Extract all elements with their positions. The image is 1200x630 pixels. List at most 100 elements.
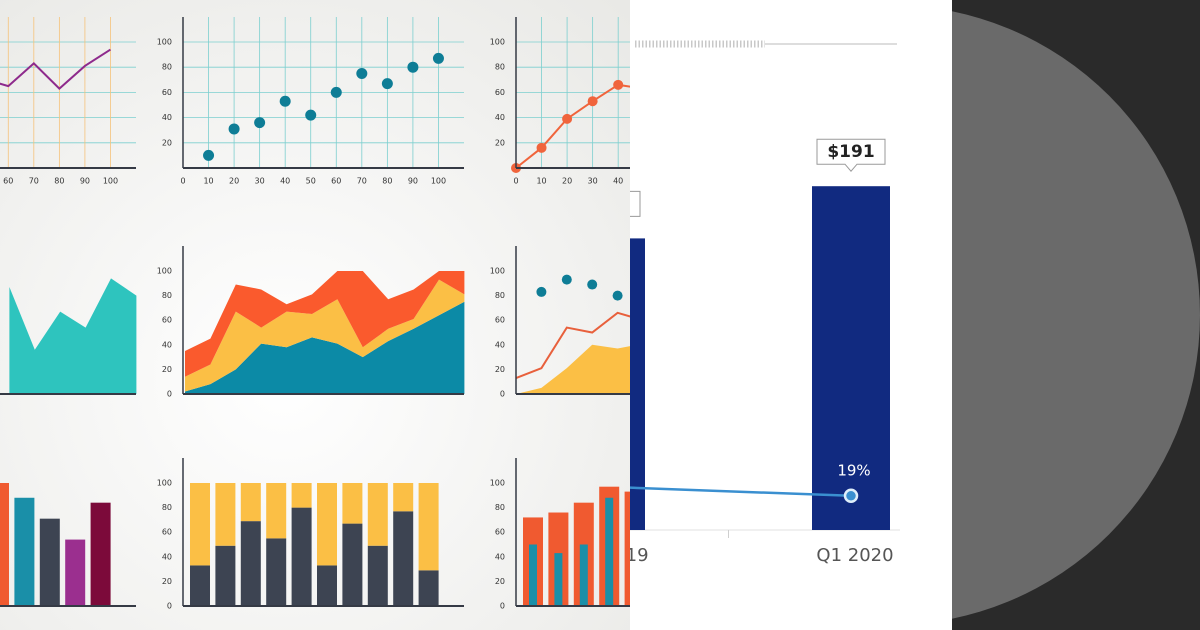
bar (190, 483, 210, 566)
point (561, 274, 572, 285)
x-tick-label: 80 (54, 177, 64, 186)
point (587, 96, 598, 107)
x-tick-label: 60 (331, 177, 341, 186)
y-tick-label: 60 (495, 528, 505, 537)
value-label: 19% (837, 461, 870, 479)
chart-panel (0, 483, 136, 607)
bar (266, 483, 287, 539)
x-tick-label: 90 (408, 177, 418, 186)
y-tick-label: 80 (495, 63, 505, 72)
bar-line-chart: Q4 2019 Q1 2020 $191 19% (630, 0, 952, 630)
x-tick-label: 100 (431, 177, 446, 186)
x-tick-label: 30 (255, 177, 265, 186)
y-tick-label: 20 (162, 365, 172, 374)
y-tick-label: 40 (162, 113, 172, 122)
bar (393, 511, 414, 606)
y-tick-label: 0 (500, 602, 505, 611)
point (843, 488, 859, 504)
y-tick-label: 80 (495, 503, 505, 512)
bar (266, 538, 287, 606)
y-tick-label: 100 (157, 479, 172, 488)
x-tick-label: 100 (103, 177, 118, 186)
bar (418, 483, 439, 571)
point (228, 123, 240, 135)
bar (579, 544, 588, 606)
y-tick-label: 100 (490, 479, 505, 488)
x-tick-label: 20 (229, 177, 239, 186)
area (185, 279, 465, 392)
bar (367, 483, 388, 546)
bar (215, 483, 236, 546)
point (536, 142, 547, 153)
chart-panel: 0 20 40 60 80 100 (157, 458, 464, 611)
x-tick-label: 20 (562, 177, 572, 186)
chart-panel: 0 20 40 60 80 100 (157, 246, 465, 399)
y-tick-label: 40 (162, 340, 172, 349)
y-tick-label: 80 (162, 291, 172, 300)
point (587, 279, 598, 290)
y-tick-label: 40 (495, 340, 505, 349)
y-tick-label: 60 (162, 528, 172, 537)
y-tick-label: 20 (162, 577, 172, 586)
y-tick-label: 60 (162, 88, 172, 97)
y-tick-label: 60 (495, 88, 505, 97)
y-tick-label: 0 (167, 602, 172, 611)
bar (630, 238, 645, 530)
chart-panel: 0 20 40 60 80 100 (490, 246, 630, 399)
y-tick-label: 100 (490, 38, 505, 47)
bar (393, 483, 414, 512)
y-tick-label: 100 (490, 267, 505, 276)
point (381, 78, 393, 90)
point (356, 68, 368, 79)
x-tick-label: 90 (80, 177, 90, 186)
area (185, 271, 465, 377)
point (254, 117, 266, 129)
point (536, 286, 547, 297)
bar (14, 497, 35, 606)
side-panel (952, 0, 1200, 630)
chart-panel: 20 40 60 80 100 0 10 20 30 40 50 60 70 80 90 100 (157, 17, 464, 186)
area (9, 278, 137, 394)
y-tick-label: 100 (157, 267, 172, 276)
background (630, 0, 952, 630)
bar (39, 518, 60, 606)
line (630, 486, 852, 498)
bar (529, 544, 537, 606)
bar (367, 545, 388, 606)
bar (190, 565, 210, 606)
x-tick-label: 50 (306, 177, 316, 186)
chart-panel: 20 40 60 80 100 0 10 20 30 40 (490, 17, 630, 186)
y-tick-label: 0 (500, 390, 505, 399)
bar (418, 570, 439, 606)
bar (812, 186, 890, 530)
point (330, 86, 342, 98)
point (305, 109, 317, 121)
area (516, 344, 630, 394)
bar (605, 497, 614, 606)
bar (554, 553, 563, 606)
bar (291, 507, 312, 606)
y-tick-label: 40 (495, 113, 505, 122)
chart-panel (0, 278, 137, 395)
point (279, 95, 291, 107)
label-box (816, 138, 886, 172)
x-tick-label: 10 (536, 177, 546, 186)
chart-collage: 2040608010060708090100204060801000102030… (0, 0, 630, 630)
chart-panel: 0 20 40 60 80 100 (490, 458, 630, 611)
y-tick-label: 20 (495, 365, 505, 374)
bar (0, 483, 9, 606)
bar (342, 483, 363, 524)
bar (215, 545, 236, 606)
point (612, 290, 623, 301)
x-tick-label: Q1 2020 (816, 545, 893, 566)
value-label: $191 (827, 142, 874, 162)
point (562, 113, 573, 124)
bar (342, 523, 363, 606)
bar (240, 521, 261, 606)
circle (952, 11, 1200, 619)
area (185, 301, 465, 394)
line (515, 311, 630, 379)
point (203, 149, 215, 161)
point (432, 52, 444, 64)
y-tick-label: 0 (167, 390, 172, 399)
